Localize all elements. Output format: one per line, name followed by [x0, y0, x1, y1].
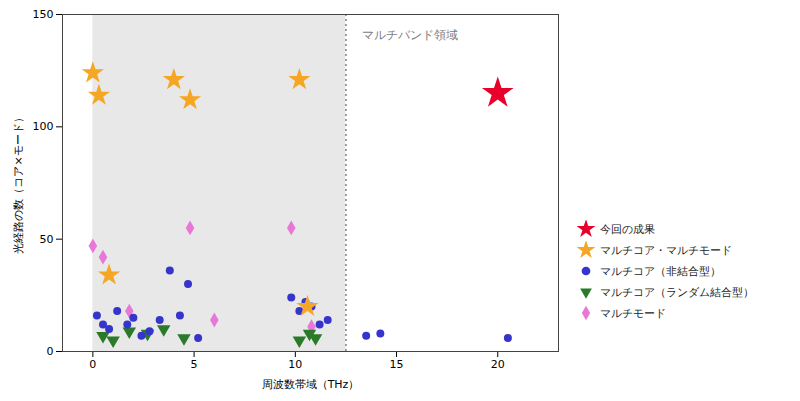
html-text:マルチコア・マルチモード: マルチコア・マルチモード	[600, 243, 732, 257]
svg-text:0: 0	[47, 345, 54, 358]
svg-text:10: 10	[288, 358, 302, 371]
svg-text:5: 5	[191, 358, 198, 371]
svg-text:20: 20	[491, 358, 505, 371]
svg-text:光経路の数（コア×モード）: 光経路の数（コア×モード）	[12, 112, 25, 253]
html-text:マルチコア（非結合型）: マルチコア（非結合型）	[600, 264, 721, 278]
svg-text:0: 0	[89, 358, 96, 371]
html-text:マルチモード: マルチモード	[600, 306, 666, 320]
svg-text:150: 150	[33, 8, 54, 21]
html-text:マルチコア（ランダム結合型）: マルチコア（ランダム結合型）	[600, 285, 754, 299]
svg-text:15: 15	[390, 358, 404, 371]
svg-text:周波数帯域（THz）: 周波数帯域（THz）	[262, 378, 360, 391]
svg-text:100: 100	[33, 120, 54, 133]
svg-text:50: 50	[40, 233, 54, 246]
svg-text:マルチバンド領域: マルチバンド領域	[362, 28, 458, 42]
html-text:今回の成果: 今回の成果	[600, 222, 655, 236]
